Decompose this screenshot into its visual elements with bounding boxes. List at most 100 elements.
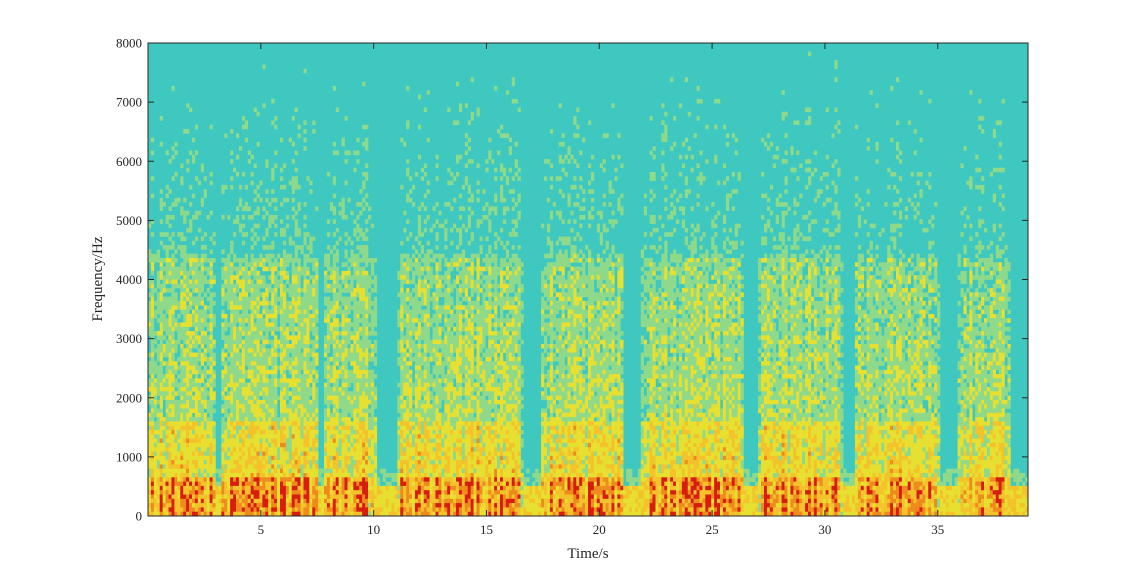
spectrogram-cell xyxy=(253,434,257,439)
spectrogram-cell xyxy=(203,279,207,285)
spectrogram-cell xyxy=(203,477,207,482)
spectrogram-cell xyxy=(368,425,372,431)
spectrogram-cell xyxy=(197,348,202,353)
spectrogram-cell xyxy=(253,262,257,267)
spectrogram-cell xyxy=(353,455,357,461)
spectrogram-cell xyxy=(280,485,284,491)
spectrogram-cell xyxy=(194,369,199,375)
spectrogram-cell xyxy=(171,245,175,250)
spectrogram-cell xyxy=(180,163,184,168)
spectrogram-cell xyxy=(338,292,342,297)
spectrogram-cell xyxy=(256,382,260,388)
spectrogram-cell xyxy=(224,279,228,285)
spectrogram-cell xyxy=(285,395,290,401)
spectrogram-cell xyxy=(329,442,334,448)
spectrogram-cell xyxy=(165,503,169,508)
spectrogram-cell xyxy=(256,309,260,315)
spectrogram-cell xyxy=(250,511,254,517)
spectrogram-cell xyxy=(403,425,407,431)
spectrogram-cell xyxy=(365,404,369,409)
spectrogram-cell xyxy=(294,365,298,371)
spectrogram-cell xyxy=(309,240,313,246)
spectrogram-cell xyxy=(203,503,207,508)
spectrogram-cell xyxy=(165,455,169,461)
spectrogram-cell xyxy=(332,270,337,276)
spectrogram-cell xyxy=(180,447,184,452)
spectrogram-cell xyxy=(291,116,295,121)
spectrogram-cell xyxy=(250,270,254,276)
spectrogram-cell xyxy=(335,352,339,358)
spectrogram-cell xyxy=(168,464,172,469)
spectrogram-cell xyxy=(341,425,345,431)
spectrogram-cell xyxy=(200,275,205,280)
spectrogram-cell xyxy=(168,421,172,426)
spectrogram-cell xyxy=(236,473,240,478)
spectrogram-cell xyxy=(288,309,293,315)
spectrogram-cell xyxy=(280,326,284,332)
spectrogram-cell xyxy=(221,275,225,280)
spectrogram-cell xyxy=(353,511,357,517)
spectrogram-cell xyxy=(329,494,334,500)
spectrogram-cell xyxy=(244,494,249,500)
spectrogram-cell xyxy=(353,378,357,383)
spectrogram-cell xyxy=(356,425,360,431)
spectrogram-cell xyxy=(412,331,416,336)
spectrogram-cell xyxy=(189,460,193,465)
spectrogram-cell xyxy=(180,296,184,302)
spectrogram-cell xyxy=(265,365,269,371)
spectrogram-cell xyxy=(297,387,301,392)
spectrogram-cell xyxy=(350,498,354,504)
spectrogram-cell xyxy=(303,438,307,444)
spectrogram-cell xyxy=(183,305,187,310)
spectrogram-cell xyxy=(353,219,357,224)
spectrogram-cell xyxy=(280,365,284,371)
spectrogram-cell xyxy=(150,494,155,500)
spectrogram-cell xyxy=(414,258,419,263)
spectrogram-cell xyxy=(312,378,316,383)
spectrogram-cell xyxy=(165,184,169,190)
spectrogram-cell xyxy=(406,262,410,267)
spectrogram-cell xyxy=(332,352,337,358)
spectrogram-cell xyxy=(318,485,322,491)
spectrogram-cell xyxy=(417,361,422,366)
spectrogram-cell xyxy=(326,408,331,414)
spectrogram-cell xyxy=(291,356,295,362)
spectrogram-cell xyxy=(241,451,246,457)
spectrogram-cell xyxy=(265,421,269,426)
spectrogram-cell xyxy=(365,382,369,388)
spectrogram-cell xyxy=(165,430,169,435)
spectrogram-cell xyxy=(417,270,422,276)
spectrogram-cell xyxy=(300,318,304,323)
spectrogram-cell xyxy=(315,262,319,267)
spectrogram-cell xyxy=(406,481,410,487)
spectrogram-cell xyxy=(350,378,354,383)
spectrogram-cell xyxy=(171,270,175,276)
spectrogram-cell xyxy=(353,498,357,504)
spectrogram-cell xyxy=(397,417,401,422)
spectrogram-cell xyxy=(282,455,287,461)
spectrogram-cell xyxy=(362,318,366,323)
spectrogram-cell xyxy=(409,460,413,465)
spectrogram-cell xyxy=(335,305,339,310)
spectrogram-cell xyxy=(177,447,181,452)
spectrogram-cell xyxy=(306,494,310,500)
spectrogram-cell xyxy=(247,507,251,512)
spectrogram-cell xyxy=(409,473,413,478)
spectrogram-cell xyxy=(194,176,199,181)
spectrogram-cell xyxy=(227,451,231,457)
spectrogram-cell xyxy=(153,460,158,465)
spectrogram-cell xyxy=(403,348,407,353)
spectrogram-cell xyxy=(291,159,295,164)
spectrogram-cell xyxy=(192,258,196,263)
spectrogram-cell xyxy=(186,374,190,379)
spectrogram-cell xyxy=(265,335,269,340)
spectrogram-cell xyxy=(174,460,178,465)
spectrogram-cell xyxy=(227,511,231,517)
spectrogram-cell xyxy=(247,296,251,302)
spectrogram-cell xyxy=(236,434,240,439)
spectrogram-cell xyxy=(189,425,193,431)
spectrogram-cell xyxy=(253,369,257,375)
spectrogram-cell xyxy=(356,137,360,143)
spectrogram-cell xyxy=(315,378,319,383)
spectrogram-cell xyxy=(370,382,375,388)
